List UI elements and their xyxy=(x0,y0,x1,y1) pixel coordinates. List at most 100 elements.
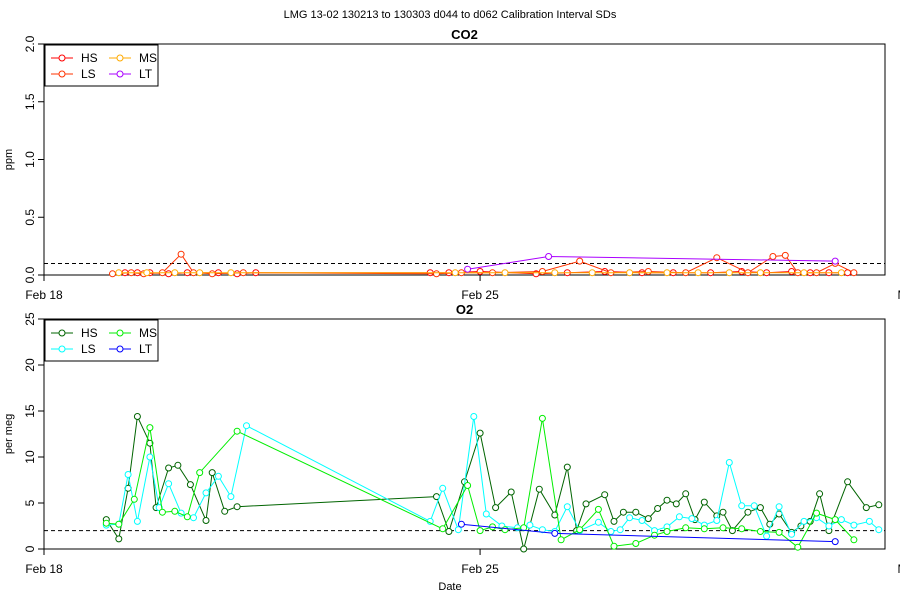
x-tick-label: Feb 25 xyxy=(461,562,499,576)
panel-title: CO2 xyxy=(451,27,478,42)
legend-marker xyxy=(58,70,66,78)
data-point-ls xyxy=(214,472,222,480)
data-point-ls xyxy=(190,514,197,522)
x-tick-label: Mar 04 xyxy=(897,562,900,576)
data-point-hs xyxy=(535,485,543,493)
data-point-ls xyxy=(875,526,883,534)
legend-marker xyxy=(58,54,66,62)
data-point-ls xyxy=(482,510,490,518)
data-point-hs xyxy=(601,491,609,499)
data-point-ms xyxy=(464,482,472,489)
figure-title: LMG 13-02 130213 to 130303 d044 to d062 … xyxy=(284,9,617,21)
data-point-hs xyxy=(174,461,182,469)
data-point-hs xyxy=(202,517,210,524)
data-point-ls xyxy=(433,270,440,278)
data-point-hs xyxy=(476,429,484,437)
data-point-ls xyxy=(713,254,721,262)
data-point-hs xyxy=(165,464,173,472)
y-tick-label: 25 xyxy=(23,312,37,326)
data-point-hs xyxy=(816,490,824,498)
data-point-hs xyxy=(208,469,216,477)
legend-marker xyxy=(116,70,124,78)
data-point-ls xyxy=(133,517,141,525)
data-point-ls xyxy=(526,521,534,529)
y-axis-label: per meg xyxy=(3,414,15,454)
x-tick-label: Feb 18 xyxy=(25,288,63,302)
legend-label: MS xyxy=(139,326,157,340)
data-point-hs xyxy=(492,504,500,512)
legend-label: LS xyxy=(81,342,96,356)
data-point-ls xyxy=(850,269,858,277)
data-point-hs xyxy=(507,488,515,496)
data-point-ms xyxy=(725,269,733,277)
data-point-ls xyxy=(781,251,789,259)
data-point-ms xyxy=(831,516,839,524)
data-point-hs xyxy=(186,481,194,489)
data-point-ms xyxy=(501,526,509,534)
data-point-ms xyxy=(501,269,509,277)
data-point-ms xyxy=(800,269,808,277)
y-tick-label: 10 xyxy=(23,450,37,464)
data-point-ls xyxy=(538,268,546,275)
legend-marker xyxy=(116,54,124,62)
data-point-hs xyxy=(619,508,627,516)
data-point-hs xyxy=(520,545,528,553)
panel-co2: CO2 0.0 0.5 1.0 1.5 2.0 ppm Feb 18 Feb 25 Mar 04 H… xyxy=(3,27,900,302)
data-point-ms xyxy=(694,269,702,277)
data-point-ms xyxy=(756,269,764,277)
data-point-ms xyxy=(171,269,179,277)
data-point-ms xyxy=(102,519,110,527)
data-point-hs xyxy=(233,270,241,278)
data-point-hs xyxy=(663,496,671,504)
data-point-hs xyxy=(632,508,640,516)
data-point-ls xyxy=(109,270,116,278)
data-point-hs xyxy=(644,515,652,523)
legend-label: LS xyxy=(81,67,96,81)
data-point-ls xyxy=(775,503,783,511)
data-point-ls xyxy=(563,503,571,511)
data-point-lt xyxy=(457,520,465,528)
data-point-ms xyxy=(837,269,845,277)
data-point-hs xyxy=(844,478,852,486)
data-point-ms xyxy=(115,269,123,277)
data-point-hs xyxy=(654,505,662,512)
data-point-hs xyxy=(672,500,680,508)
y-tick-label: 0.5 xyxy=(23,209,37,226)
data-point-lt xyxy=(831,257,839,265)
data-point-ls xyxy=(165,480,173,488)
data-point-ls xyxy=(865,517,873,525)
data-point-ms xyxy=(626,269,634,277)
data-point-ls xyxy=(725,459,733,466)
data-point-ls xyxy=(177,250,185,258)
legend-marker xyxy=(116,345,124,353)
data-point-ms xyxy=(594,505,602,513)
data-point-lt xyxy=(831,538,839,546)
data-point-ls xyxy=(850,521,858,529)
data-point-ls xyxy=(594,518,602,526)
plot-frame xyxy=(43,318,886,550)
data-point-ms xyxy=(130,495,138,503)
data-point-hs xyxy=(875,501,883,509)
legend-box xyxy=(44,44,159,87)
data-point-hs xyxy=(700,498,708,506)
data-point-ls xyxy=(713,517,721,524)
data-point-ls xyxy=(538,526,546,534)
data-point-hs xyxy=(728,527,736,535)
legend-label: HS xyxy=(81,326,98,340)
data-point-ls xyxy=(202,489,210,497)
y-tick-label: 0 xyxy=(23,545,37,552)
x-tick-label: Feb 25 xyxy=(461,288,499,302)
data-point-hs xyxy=(788,268,796,275)
data-point-ms xyxy=(700,525,708,533)
data-point-ms xyxy=(451,269,459,277)
data-point-hs xyxy=(862,504,870,512)
panel-title: O2 xyxy=(456,302,473,317)
y-tick-label: 0.0 xyxy=(23,266,37,283)
data-point-hs xyxy=(563,463,571,471)
data-point-ls xyxy=(763,532,771,540)
legend-label: MS xyxy=(139,51,157,65)
y-tick-label: 5 xyxy=(23,499,37,506)
data-point-ls xyxy=(825,522,833,530)
data-point-ls xyxy=(638,517,646,524)
